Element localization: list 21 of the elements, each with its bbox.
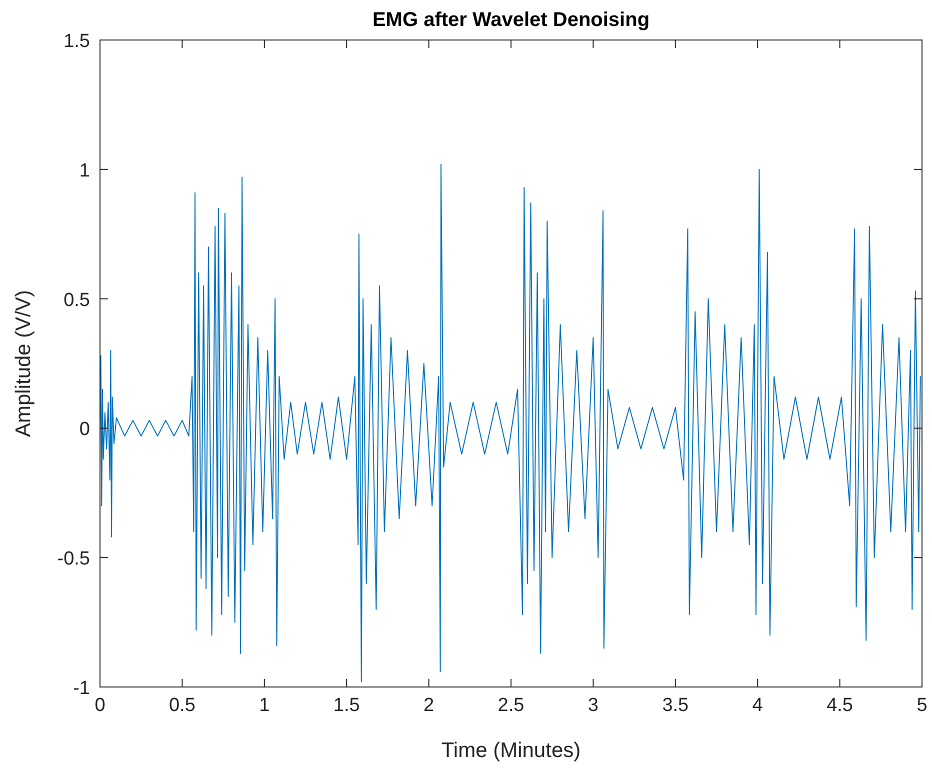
y-tick-label: -1 <box>73 678 90 699</box>
x-tick-label: 4 <box>752 695 764 716</box>
y-tick-label: 1.5 <box>64 31 90 52</box>
y-tick-label: 1 <box>79 160 90 182</box>
x-tick-label: 3.5 <box>662 695 689 716</box>
x-tick-label: 2 <box>424 695 434 716</box>
x-tick-label: 1 <box>259 695 270 716</box>
x-tick-label: 0.5 <box>168 695 196 716</box>
x-tick-label: 3 <box>588 695 598 716</box>
x-axis-title: Time (Minutes) <box>441 739 581 762</box>
x-tick-label: 1.5 <box>333 695 360 716</box>
x-tick-label: 0 <box>94 695 106 716</box>
x-tick-label: 4.5 <box>826 695 854 716</box>
x-tick-label: 5 <box>916 695 928 716</box>
y-tick-label: 0.5 <box>64 290 90 311</box>
line-series <box>100 164 921 682</box>
x-tick-label: 2.5 <box>498 695 524 716</box>
y-tick-label: 0 <box>79 419 90 440</box>
y-axis-title: Amplitude (V/V) <box>12 290 35 438</box>
y-tick-label: -0.5 <box>57 548 90 570</box>
chart-title: EMG after Wavelet Denoising <box>372 9 650 31</box>
